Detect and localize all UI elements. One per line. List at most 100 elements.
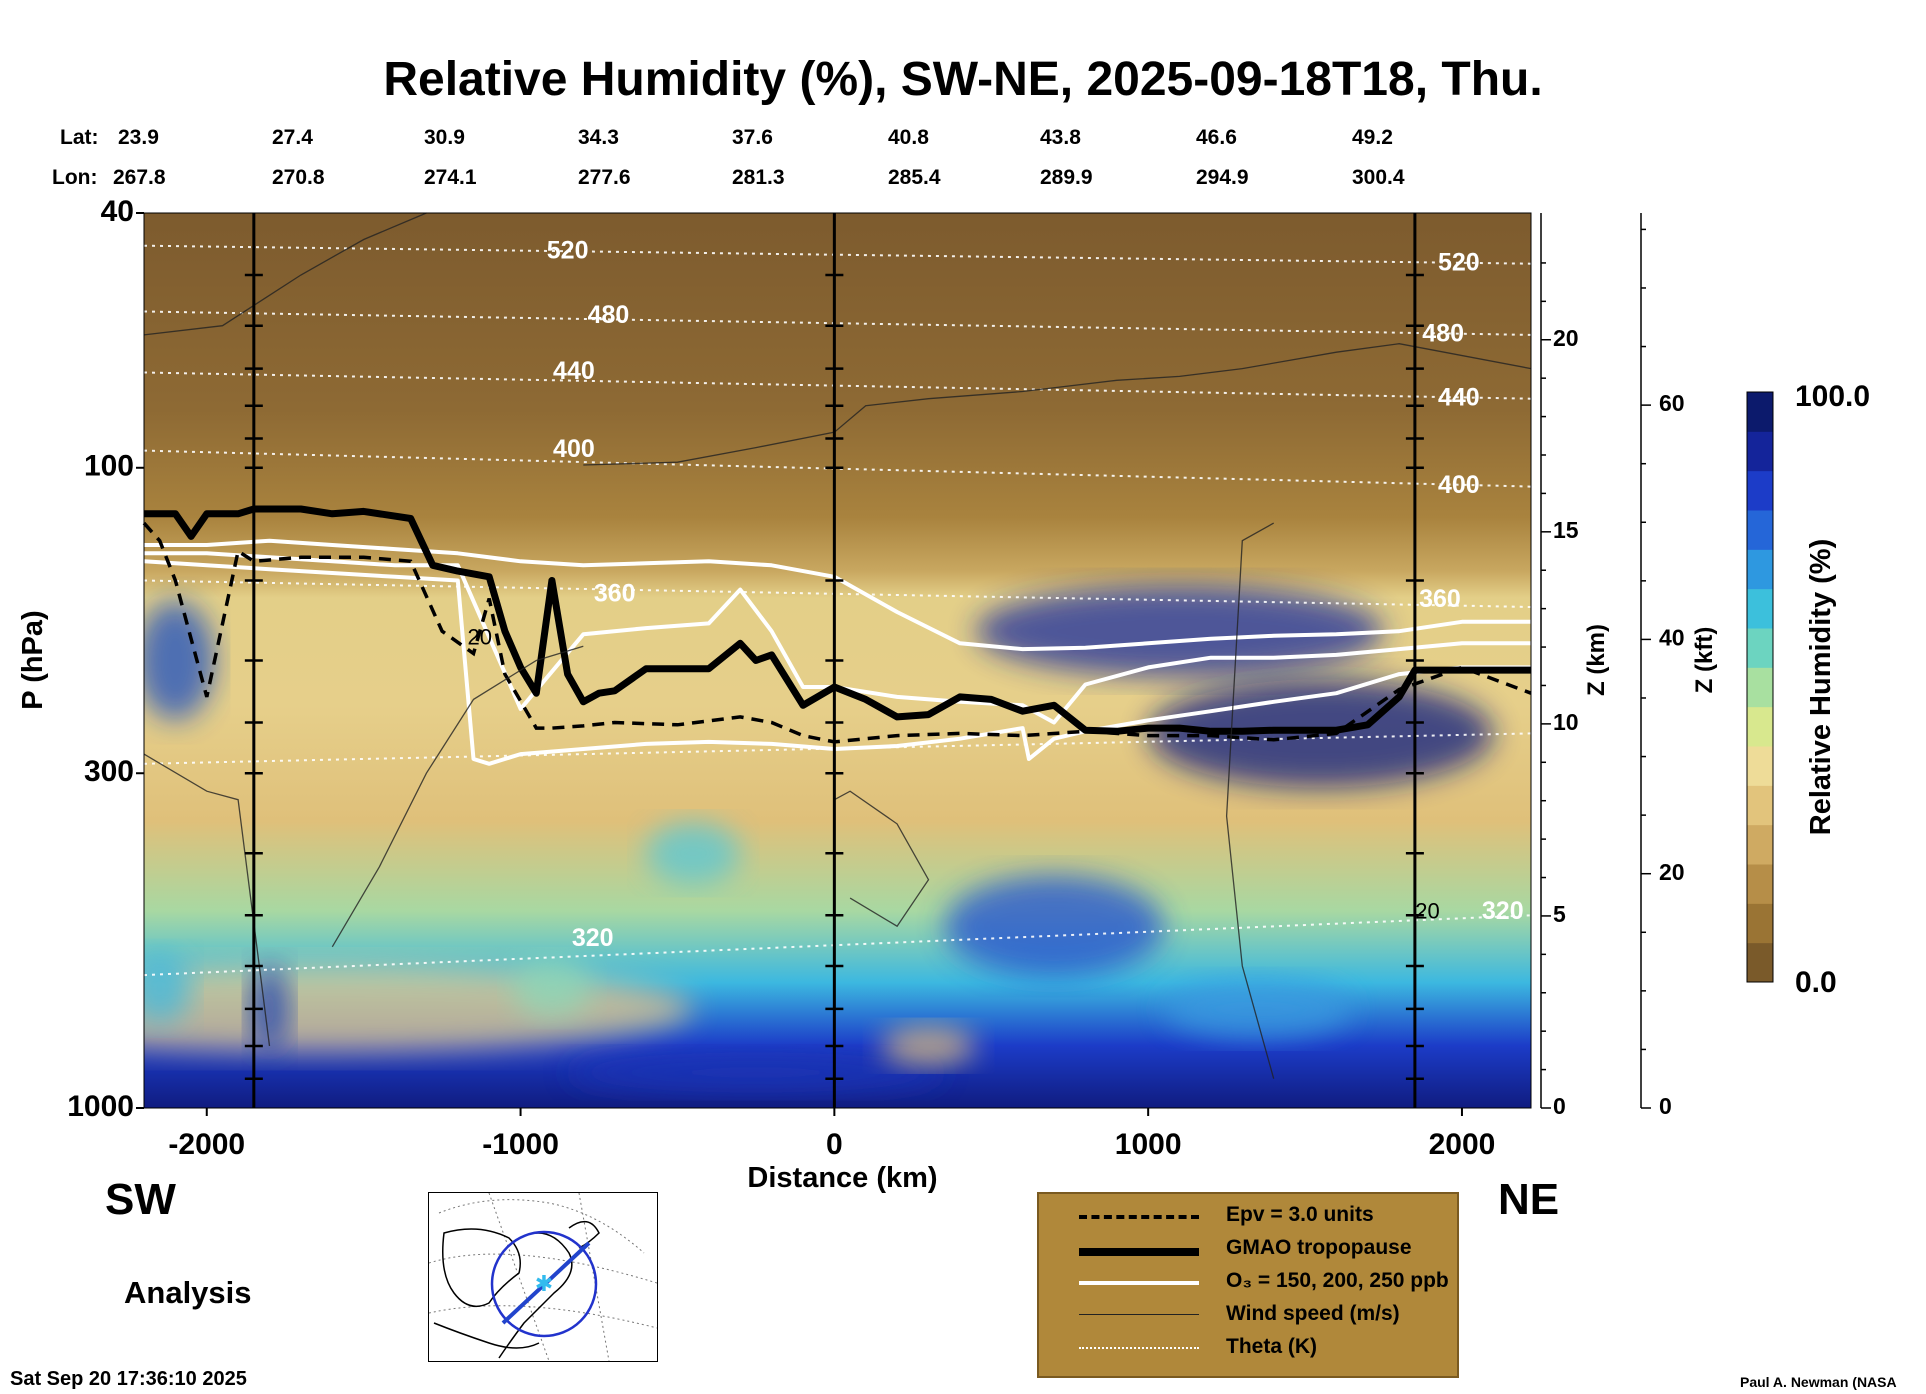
colorbar-label: Relative Humidity (%) <box>1805 539 1837 836</box>
z-kft-tick-label-0: 0 <box>1659 1093 1672 1119</box>
z-km-axis-label: Z (km) <box>1583 624 1610 696</box>
o3-contour-1 <box>144 551 1531 725</box>
colorbar-segment-8 <box>1747 628 1773 668</box>
rh-feature-7 <box>646 821 741 885</box>
x-tick-label-0: 0 <box>826 1128 843 1161</box>
legend-box: Epv = 3.0 units GMAO tropopause O₃ = 150, … <box>1037 1192 1459 1378</box>
theta-label-11: 320 <box>1482 897 1524 925</box>
lat-value-1: 27.4 <box>272 126 313 149</box>
legend-item: Wind speed (m/s) <box>1039 1299 1457 1331</box>
wind-contour-0 <box>143 212 427 336</box>
theta-label-6: 520 <box>1438 248 1480 276</box>
lon-value-1: 270.8 <box>272 166 325 189</box>
lat-value-7: 46.6 <box>1196 126 1237 149</box>
lon-value-0: 267.8 <box>113 166 166 189</box>
z-kft-axis-label: Z (kft) <box>1691 627 1718 694</box>
legend-label: Wind speed (m/s) <box>1226 1302 1400 1325</box>
x-axis-label: Distance (km) <box>747 1162 937 1194</box>
lon-value-2: 274.1 <box>424 166 477 189</box>
z-km-tick-label-5: 5 <box>1553 901 1566 927</box>
colorbar-min-label: 0.0 <box>1795 966 1837 999</box>
legend-label: O₃ = 150, 200, 250 ppb <box>1226 1269 1449 1292</box>
rh-field-features <box>144 585 1494 1093</box>
x-tick-label--2000: -2000 <box>168 1128 245 1161</box>
z-km-tick-label-10: 10 <box>1553 709 1579 735</box>
credit: Paul A. Newman (NASA <box>1740 1374 1897 1390</box>
lon-value-3: 277.6 <box>578 166 631 189</box>
lon-value-6: 289.9 <box>1040 166 1093 189</box>
z-kft-tick-label-20: 20 <box>1659 859 1685 885</box>
analysis-label: Analysis <box>124 1275 252 1310</box>
lat-value-2: 30.9 <box>424 126 465 149</box>
z-kft-tick-label-40: 40 <box>1659 624 1685 650</box>
y-tick-label-40: 40 <box>101 195 134 228</box>
gmao-tropopause-line <box>144 505 1531 735</box>
chart-title: Relative Humidity (%), SW-NE, 2025-09-18… <box>383 53 1543 106</box>
legend-swatch <box>1079 1347 1199 1349</box>
colorbar-segment-2 <box>1747 864 1773 904</box>
rh-feature-8 <box>512 959 592 1018</box>
epv-3-line <box>142 521 1532 744</box>
theta-label-7: 480 <box>1422 319 1464 347</box>
lat-value-4: 37.6 <box>732 126 773 149</box>
rh-feature-9 <box>567 1052 945 1093</box>
rh-feature-4 <box>144 600 215 721</box>
lon-value-7: 294.9 <box>1196 166 1249 189</box>
wind-label-1: 20 <box>1415 898 1439 923</box>
lat-value-5: 40.8 <box>888 126 929 149</box>
legend-label: GMAO tropopause <box>1226 1236 1412 1259</box>
x-tick-label-1000: 1000 <box>1115 1128 1182 1161</box>
colorbar-frame <box>1746 391 1774 983</box>
z-km-tick-label-20: 20 <box>1553 325 1579 351</box>
colorbar-segment-1 <box>1747 903 1773 944</box>
lat-value-8: 49.2 <box>1352 126 1393 149</box>
z-kft-tick-label-60: 60 <box>1659 390 1685 416</box>
lon-label: Lon: <box>52 166 98 189</box>
theta-label-1: 480 <box>588 301 630 329</box>
colorbar-segment-3 <box>1747 824 1773 865</box>
lon-value-4: 281.3 <box>732 166 785 189</box>
y-axis-label: P (hPa) <box>17 610 49 709</box>
map-inset-graphic: ✱ <box>429 1193 657 1361</box>
plot-frame <box>143 212 1532 1109</box>
wind-contour-4 <box>1225 522 1275 1079</box>
colorbar-max-label: 100.0 <box>1795 380 1870 413</box>
sw-label: SW <box>105 1175 176 1224</box>
timestamp: Sat Sep 20 17:36:10 2025 <box>10 1368 247 1390</box>
wind-contour-3 <box>583 343 1532 466</box>
ne-label: NE <box>1498 1175 1560 1224</box>
x-tick-label-2000: 2000 <box>1429 1128 1496 1161</box>
colorbar-segment-9 <box>1747 588 1773 629</box>
wind-label-0: 20 <box>468 625 492 650</box>
rh-feature-6 <box>249 964 290 1053</box>
wind-contour-5 <box>834 790 930 928</box>
colorbar-segment-7 <box>1747 667 1773 708</box>
legend-item: Epv = 3.0 units <box>1039 1200 1457 1232</box>
legend-item: O₃ = 150, 200, 250 ppb <box>1039 1266 1457 1298</box>
legend-item: GMAO tropopause <box>1039 1233 1457 1265</box>
y-tick-label-100: 100 <box>84 450 134 483</box>
rh-feature-5 <box>144 952 192 1024</box>
lat-value-3: 34.3 <box>578 126 619 149</box>
y-tick-label-1000: 1000 <box>67 1090 134 1123</box>
x-tick-label--1000: -1000 <box>482 1128 559 1161</box>
svg-text:✱: ✱ <box>535 1271 553 1296</box>
colorbar-segment-13 <box>1747 431 1773 472</box>
theta-label-4: 360 <box>594 580 636 608</box>
wind-contour-2 <box>331 645 584 948</box>
theta-label-0: 520 <box>547 236 589 264</box>
theta-label-10: 360 <box>1419 585 1461 613</box>
location-map-inset: ✱ <box>428 1192 658 1362</box>
z-km-tick-label-0: 0 <box>1553 1093 1566 1119</box>
theta-label-8: 440 <box>1438 383 1480 411</box>
legend-label: Epv = 3.0 units <box>1226 1203 1374 1226</box>
legend-item: Theta (K) <box>1039 1332 1457 1364</box>
lat-label: Lat: <box>60 126 99 149</box>
theta-label-3: 400 <box>553 435 595 463</box>
colorbar-segment-6 <box>1747 706 1773 747</box>
legend-label: Theta (K) <box>1226 1335 1317 1358</box>
colorbar-segment-12 <box>1747 470 1773 511</box>
rh-feature-10 <box>881 1025 976 1066</box>
lon-value-8: 300.4 <box>1352 166 1405 189</box>
